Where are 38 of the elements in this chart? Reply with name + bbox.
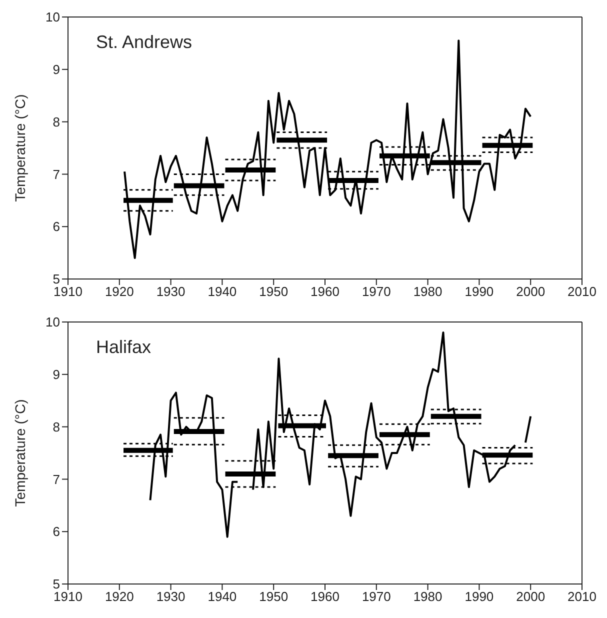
- x-tick-label: 1910: [54, 284, 82, 300]
- y-tick-label: 10: [46, 314, 60, 330]
- text: Halifax: [96, 337, 152, 358]
- x-tick-label: 1940: [208, 589, 237, 604]
- x-tick-label: 1940: [208, 284, 237, 300]
- y-tick-label: 10: [46, 10, 60, 25]
- x-tick-label: 2010: [568, 284, 596, 300]
- x-tick-label: 1920: [104, 284, 134, 300]
- x-tick-label: 1950: [259, 284, 288, 300]
- y-axis-title: Temperature (°C): [12, 399, 28, 507]
- x-tick-label: 1970: [362, 284, 391, 300]
- y-tick-label: 6: [52, 524, 60, 540]
- x-tick-label: 1950: [259, 589, 288, 604]
- x-tick-label: 1990: [464, 284, 494, 300]
- y-tick-label: 7: [52, 166, 60, 182]
- x-tick-label: 1970: [362, 589, 391, 604]
- x-tick-label: 1960: [310, 589, 340, 604]
- x-tick-label: 2000: [516, 589, 546, 604]
- x-tick-label: 1920: [104, 589, 134, 604]
- x-tick-label: 1990: [464, 589, 494, 604]
- y-tick-label: 5: [52, 576, 60, 592]
- x-tick-label: 1980: [413, 284, 442, 300]
- x-tick-label: 1960: [310, 284, 340, 300]
- x-tick-label: 1930: [156, 589, 186, 604]
- text: St. Andrews: [96, 32, 192, 53]
- y-tick-label: 8: [52, 114, 60, 130]
- x-tick-label: 1930: [156, 284, 186, 300]
- x-tick-label: 1910: [54, 589, 82, 604]
- y-axis-title: Temperature (°C): [12, 94, 28, 202]
- y-tick-label: 9: [52, 62, 60, 78]
- y-tick-label: 9: [52, 367, 60, 382]
- y-tick-label: 5: [52, 272, 60, 287]
- y-tick-label: 8: [52, 419, 60, 434]
- x-tick-label: 2000: [516, 284, 546, 300]
- x-tick-label: 2010: [568, 589, 596, 604]
- y-tick-label: 7: [52, 472, 60, 487]
- y-tick-label: 6: [52, 219, 60, 234]
- x-tick-label: 1980: [413, 589, 442, 604]
